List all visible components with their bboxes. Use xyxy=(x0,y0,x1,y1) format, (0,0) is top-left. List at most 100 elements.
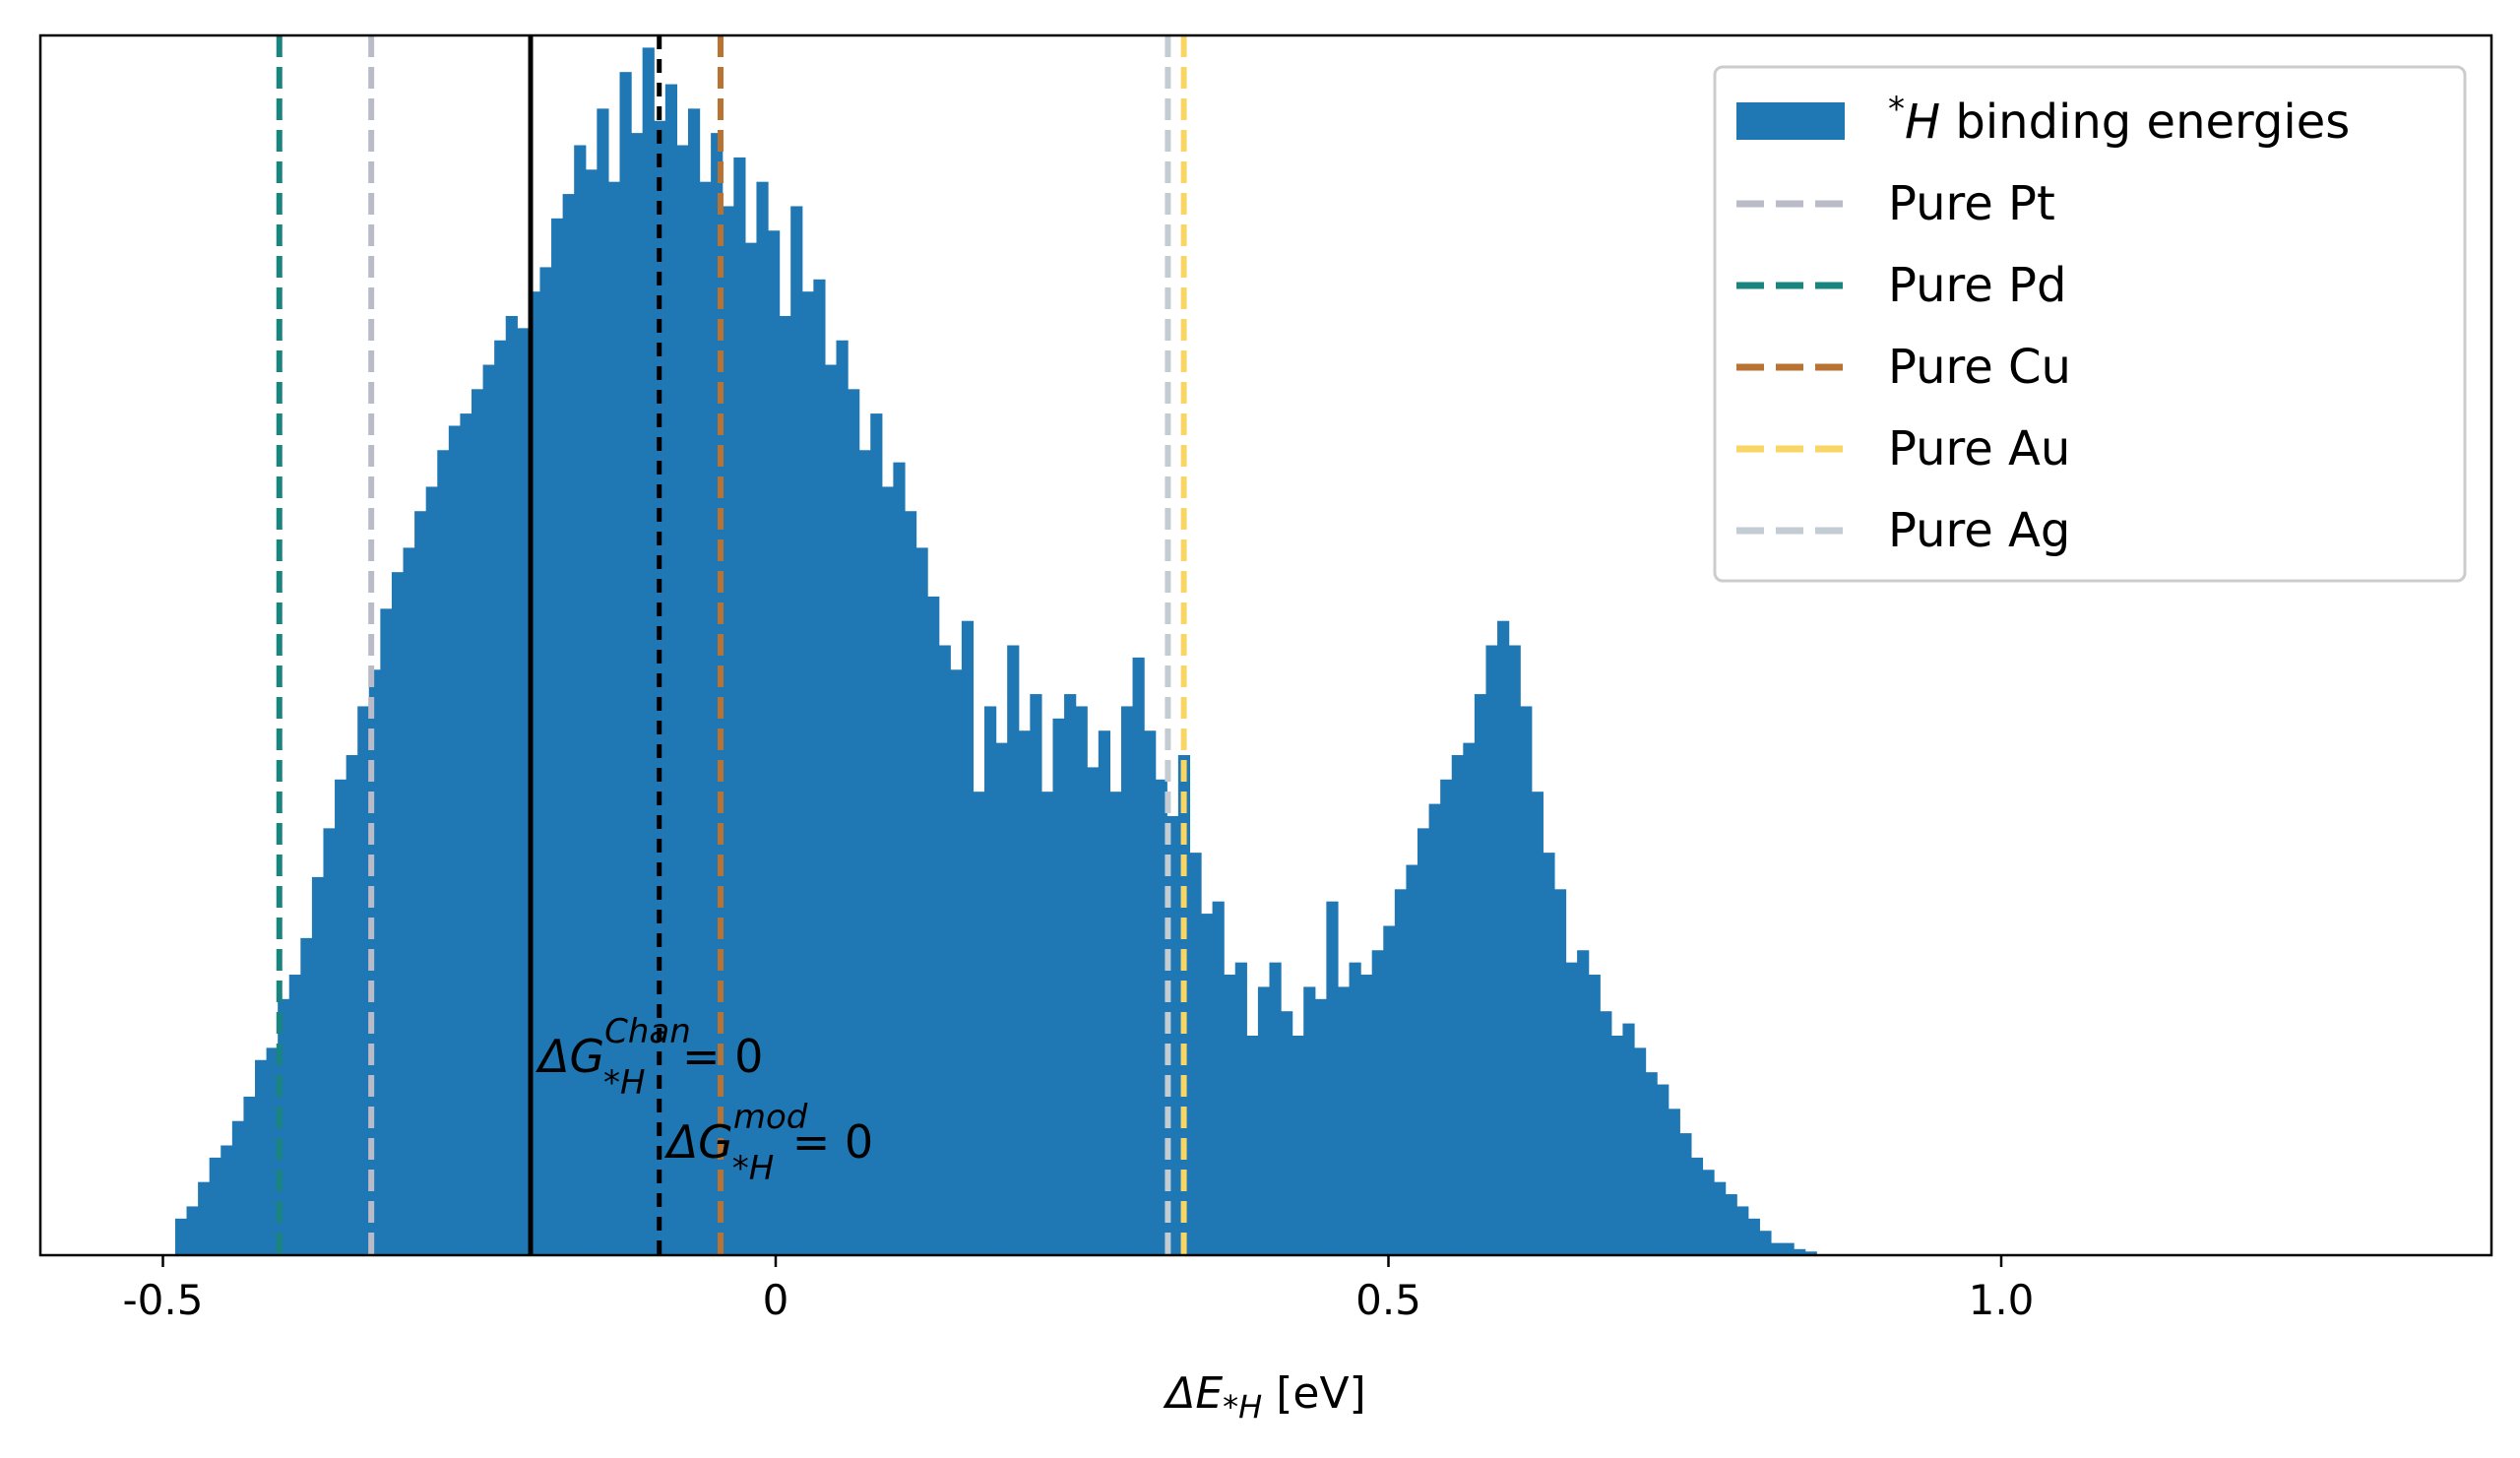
histogram-bar xyxy=(1565,962,1578,1255)
histogram-bar xyxy=(881,486,894,1255)
reference-lines xyxy=(276,35,1187,1255)
histogram-bar xyxy=(1371,950,1384,1255)
histogram-bar xyxy=(1543,853,1555,1255)
legend-label-pure-cu: Pure Cu xyxy=(1888,340,2071,395)
histogram-bar xyxy=(1394,889,1408,1255)
annotation-label-main: ΔG xyxy=(664,1115,733,1169)
histogram-bar xyxy=(1508,645,1521,1255)
histogram-bar xyxy=(1440,779,1453,1255)
histogram-bar xyxy=(1679,1133,1692,1255)
histogram-bar xyxy=(915,547,928,1255)
legend-label-pure-pd: Pure Pd xyxy=(1888,258,2066,313)
histogram-bar xyxy=(1451,755,1464,1255)
histogram-bar xyxy=(938,645,951,1255)
histogram-bar xyxy=(995,742,1008,1255)
histogram-bar xyxy=(1690,1157,1704,1255)
histogram-bar xyxy=(1314,998,1327,1255)
histogram-bar xyxy=(1770,1242,1784,1255)
histogram-bar xyxy=(676,145,689,1255)
histogram-bar xyxy=(243,1096,256,1255)
histogram-bar xyxy=(870,413,883,1256)
histogram-bar xyxy=(1040,792,1054,1255)
histogram-bar xyxy=(1177,755,1191,1255)
histogram-bar xyxy=(1600,1011,1612,1255)
histogram-bar xyxy=(1064,694,1077,1255)
histogram-bar xyxy=(642,47,655,1255)
histogram-bar xyxy=(1281,1011,1293,1255)
x-axis-label-main: ΔE xyxy=(1163,1368,1223,1419)
histogram-bar xyxy=(1804,1251,1817,1255)
histogram-bar xyxy=(801,291,814,1255)
histogram-bar xyxy=(1144,730,1157,1255)
histogram-bar xyxy=(858,450,871,1255)
histogram-bar xyxy=(482,364,495,1255)
histogram-bar xyxy=(927,596,940,1255)
histogram-bar xyxy=(198,1181,211,1255)
x-axis-label-unit: [eV] xyxy=(1262,1368,1366,1419)
histogram-bar xyxy=(231,1120,245,1255)
histogram-bar xyxy=(1360,975,1373,1255)
histogram-bar xyxy=(357,706,370,1255)
annotation-label-sub-mod: *H xyxy=(732,1149,775,1188)
histogram-bar xyxy=(1702,1170,1715,1255)
histogram-bar xyxy=(973,792,985,1255)
histogram-bar xyxy=(174,1218,188,1255)
histogram-bars xyxy=(174,47,1817,1256)
histogram-bar xyxy=(790,206,803,1256)
legend-label-histogram: *H binding energies xyxy=(1888,90,2350,150)
histogram-bar xyxy=(1189,853,1202,1255)
legend-box xyxy=(1713,65,2467,583)
histogram-bar xyxy=(1474,694,1487,1255)
histogram-bar xyxy=(893,462,906,1255)
histogram-bar xyxy=(186,1206,199,1255)
histogram-bar xyxy=(1725,1194,1737,1255)
histogram-bar xyxy=(699,181,712,1256)
histogram-bar xyxy=(1018,730,1031,1255)
histogram-bar xyxy=(984,706,997,1255)
legend-label-pure-pt: Pure Pt xyxy=(1888,176,2055,231)
histogram-bar xyxy=(1155,779,1167,1255)
histogram-bar xyxy=(300,937,313,1255)
histogram-bar xyxy=(1292,1035,1304,1255)
histogram-bar xyxy=(1212,901,1225,1255)
histogram-bar xyxy=(562,194,575,1255)
histogram-bar xyxy=(1463,742,1476,1255)
legend: *H binding energies Pure Pt Pure Pd Pure Cu… xyxy=(1713,65,2467,583)
x-axis-ticks: -0.5 0 0.5 1.0 xyxy=(123,1255,2034,1324)
annotation-label-main: ΔG xyxy=(536,1030,604,1083)
histogram-bar xyxy=(619,72,632,1255)
histogram-bar xyxy=(756,181,769,1256)
annotation-label-sub-chan: *H xyxy=(603,1063,646,1103)
histogram-bar xyxy=(631,133,644,1255)
histogram-bar xyxy=(1087,767,1100,1255)
histogram-bar xyxy=(1736,1206,1749,1255)
histogram-bar xyxy=(346,755,358,1255)
histogram-bar xyxy=(961,620,975,1255)
histogram-bar xyxy=(266,1047,279,1255)
histogram-bar xyxy=(209,1157,221,1255)
histogram-bar xyxy=(1349,962,1361,1255)
histogram-bar xyxy=(722,206,734,1256)
histogram-bar xyxy=(1759,1231,1772,1255)
annotation-label-chan: ΔGChan xyxy=(536,1012,691,1083)
histogram-bar xyxy=(380,608,393,1255)
legend-label-pure-ag: Pure Ag xyxy=(1888,503,2070,558)
histogram-bar xyxy=(1747,1218,1760,1255)
histogram-bar xyxy=(1326,901,1339,1255)
histogram-bar xyxy=(403,547,415,1255)
histogram-bar xyxy=(1303,986,1316,1255)
histogram-bar xyxy=(1577,950,1590,1255)
histogram-bar xyxy=(1406,864,1418,1255)
histogram-bar xyxy=(574,145,587,1255)
histogram-bar xyxy=(1132,657,1145,1255)
histogram-bar xyxy=(335,779,347,1255)
histogram-bar xyxy=(323,828,336,1255)
histogram-bar xyxy=(664,84,678,1255)
histogram-bar xyxy=(517,328,530,1255)
annotation-label-rest-chan: = 0 xyxy=(682,1030,763,1083)
histogram-bar xyxy=(1588,975,1601,1255)
histogram-bar xyxy=(311,876,325,1255)
histogram-bar xyxy=(1622,1023,1635,1255)
